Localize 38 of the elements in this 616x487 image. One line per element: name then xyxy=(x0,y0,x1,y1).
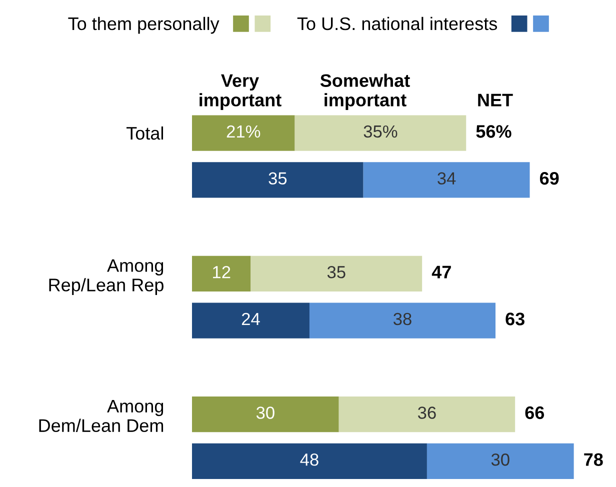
data-label: 35 xyxy=(268,172,287,185)
data-label: 24 xyxy=(242,312,260,325)
data-label: 36 xyxy=(418,406,436,419)
data-label: 38 xyxy=(393,312,412,326)
data-label: 12 xyxy=(213,266,230,278)
data-label: 34 xyxy=(438,172,456,185)
text: NET xyxy=(478,94,513,106)
total-label: 66 xyxy=(525,406,544,420)
text: Somewhat important xyxy=(320,74,410,110)
bar xyxy=(192,396,339,432)
data-label: 35% xyxy=(364,125,398,138)
bar xyxy=(426,443,574,479)
total-label: 56% xyxy=(476,125,512,138)
data-label: 35 xyxy=(327,266,346,278)
bar xyxy=(192,302,310,338)
bar xyxy=(192,115,295,151)
total-label: 69 xyxy=(540,172,559,185)
legend-label: To U.S. national interests xyxy=(297,16,498,30)
bar xyxy=(338,396,516,432)
bar xyxy=(192,256,251,292)
bar xyxy=(192,443,427,479)
total-label: 78 xyxy=(584,453,603,466)
data-label: 21% xyxy=(226,125,260,138)
data-label: 30 xyxy=(256,406,274,419)
bar xyxy=(250,256,422,292)
total-label: 47 xyxy=(432,266,451,278)
y-tick-label: Among Dem/Lean Dem xyxy=(39,400,164,432)
y-tick-label: Total xyxy=(126,126,164,140)
total-label: 63 xyxy=(506,312,524,326)
bar xyxy=(192,162,364,198)
bar xyxy=(294,115,466,151)
y-tick-label: Among Rep/Lean Rep xyxy=(49,259,164,295)
data-label: 30 xyxy=(491,453,510,466)
data-label: 48 xyxy=(300,453,318,466)
bar xyxy=(363,162,530,198)
legend-label: To them personally xyxy=(68,16,220,34)
text: Very important xyxy=(200,74,282,110)
bar xyxy=(309,302,496,338)
